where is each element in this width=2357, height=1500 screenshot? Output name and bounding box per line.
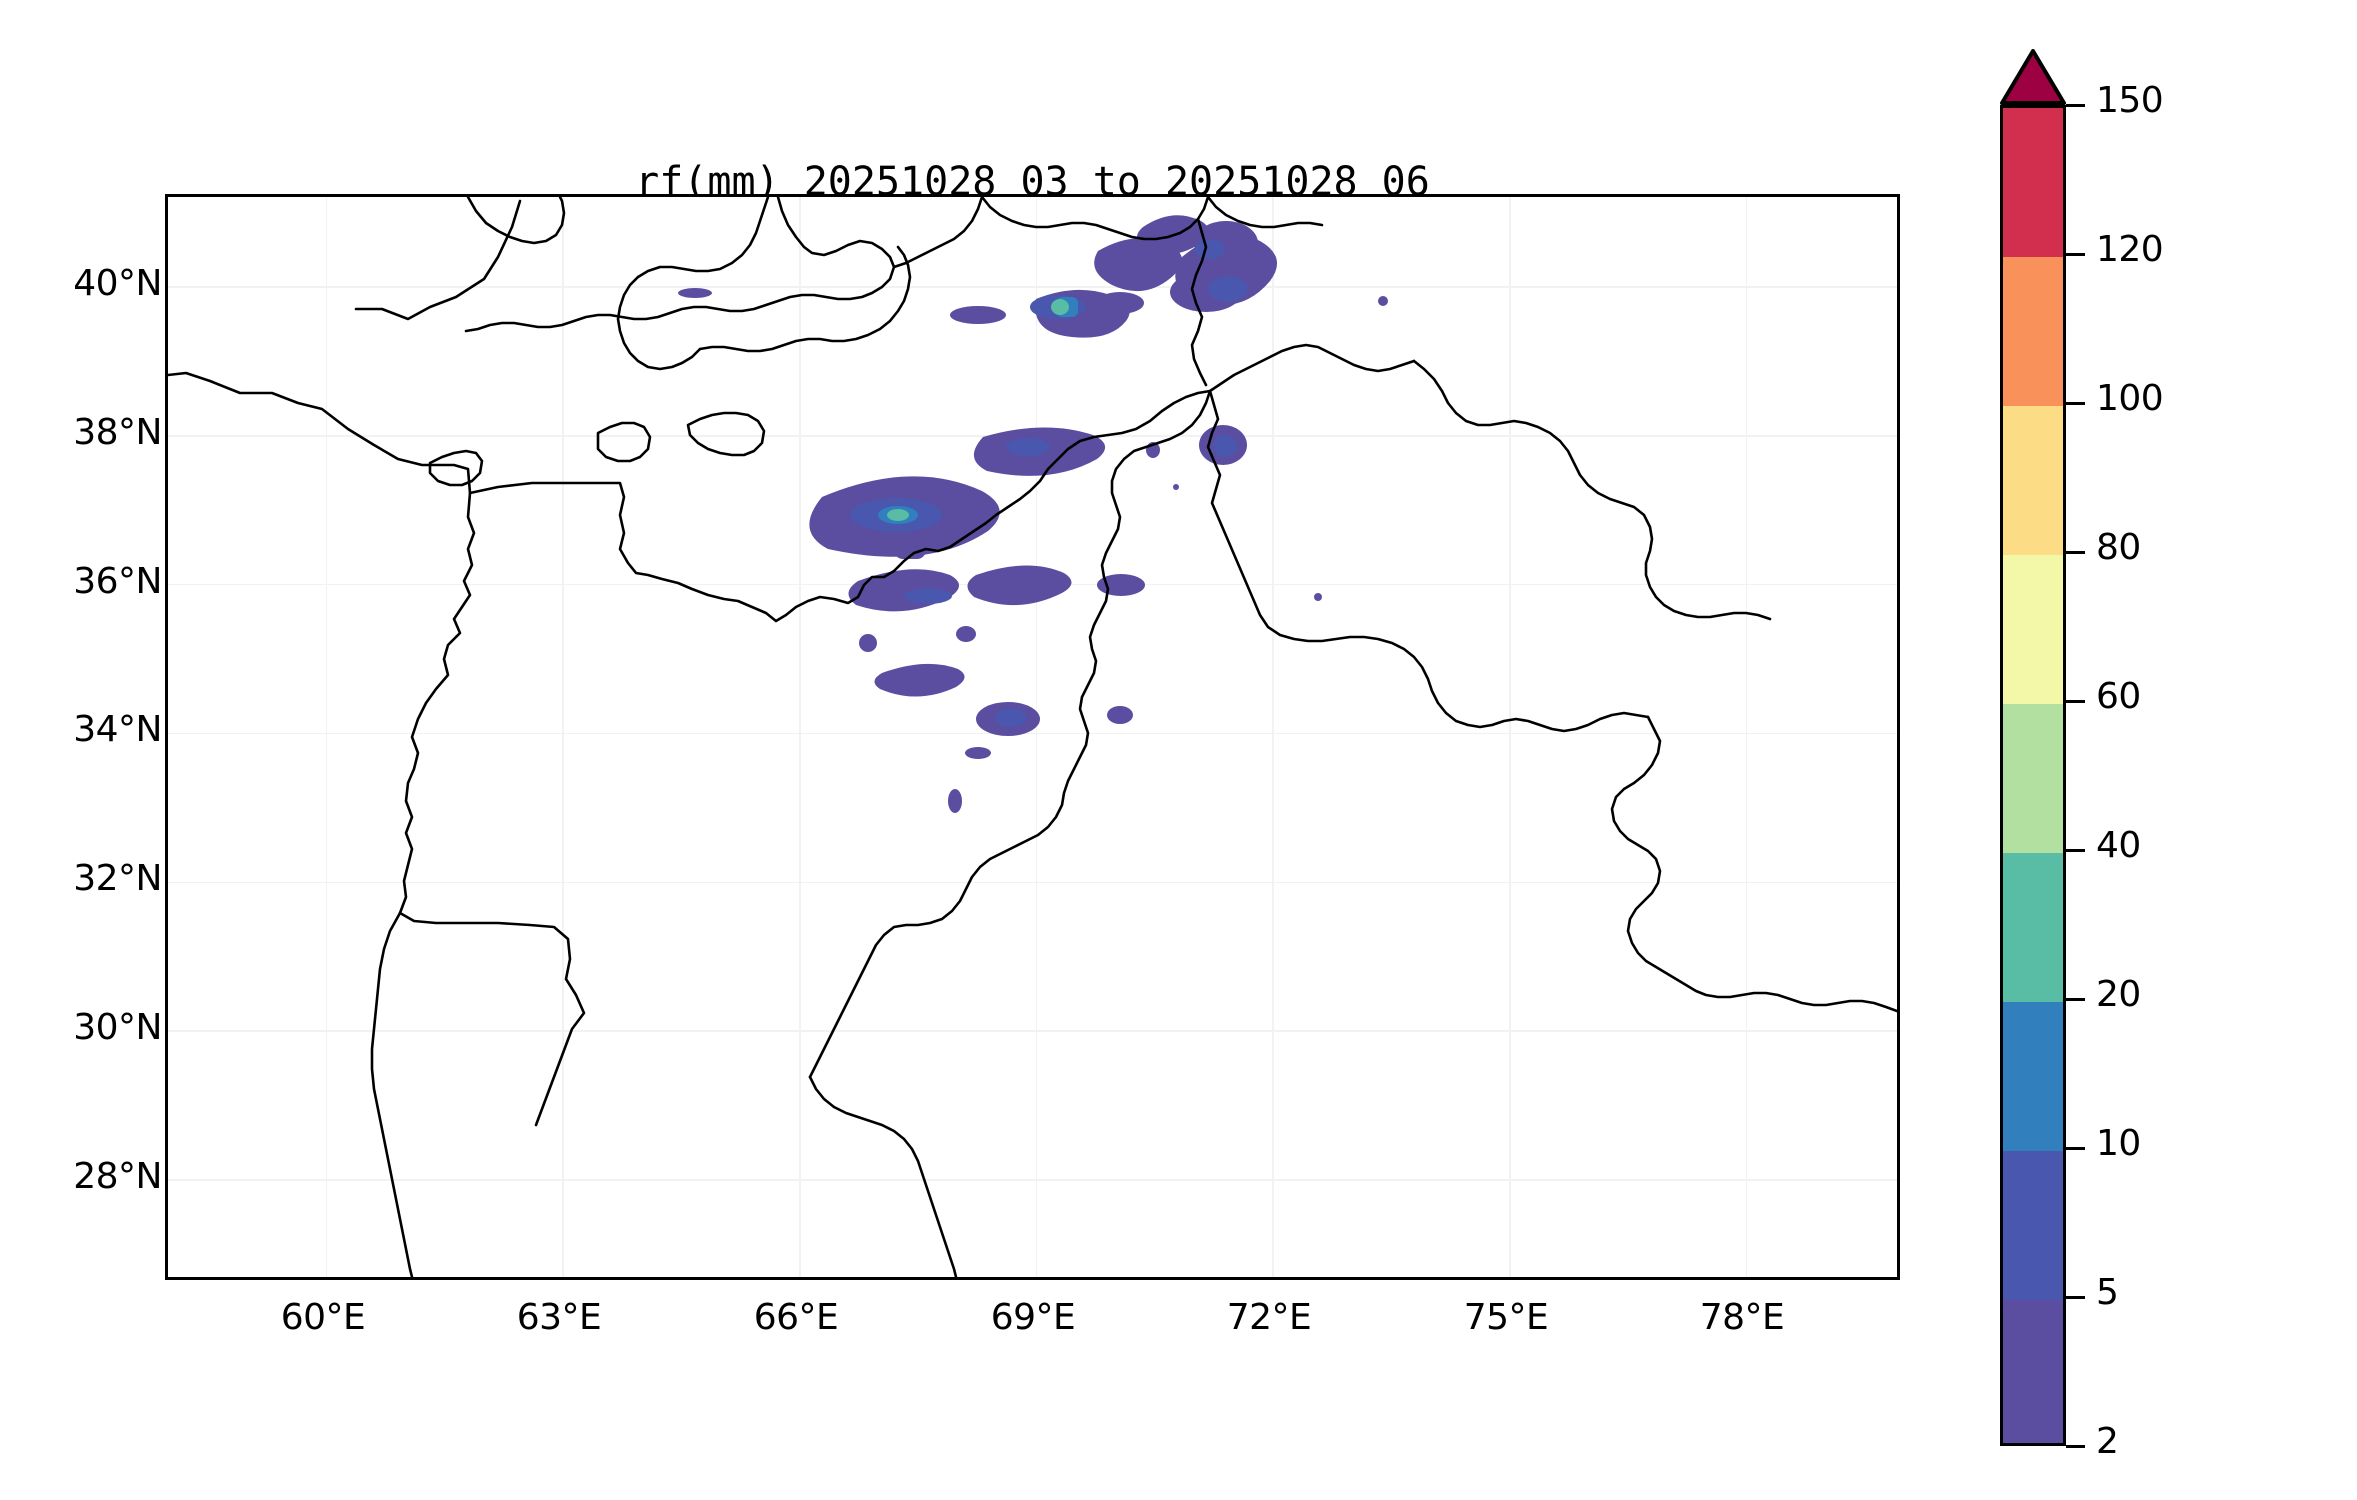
colorbar-tick-150 <box>2066 104 2085 107</box>
xtick-label-60e: 60°E <box>280 1297 366 1338</box>
xtick-label-69e: 69°E <box>990 1297 1076 1338</box>
colorbar-tick-100 <box>2066 402 2085 405</box>
colorbar-label-2: 2 <box>2096 1421 2119 1462</box>
xtick-label-78e: 78°E <box>1699 1297 1785 1338</box>
colorbar-band-2-5 <box>2003 1300 2063 1443</box>
colorbar-band-40-60 <box>2003 704 2063 853</box>
gridline-vertical <box>1272 197 1274 1277</box>
ytick-label-40n: 40°N <box>73 263 162 304</box>
gridline-vertical <box>1745 197 1748 1277</box>
ytick-label-30n: 30°N <box>73 1007 162 1048</box>
colorbar-label-5: 5 <box>2096 1272 2119 1313</box>
colorbar-tick-20 <box>2066 998 2085 1001</box>
colorbar-tick-120 <box>2066 253 2085 256</box>
gridline-horizontal <box>168 286 1897 288</box>
gridline-vertical <box>562 197 564 1277</box>
ytick-label-28n: 28°N <box>73 1156 162 1197</box>
ytick-label-38n: 38°N <box>73 412 162 453</box>
gridline-horizontal <box>168 1030 1897 1032</box>
colorbar-gradient <box>2000 105 2066 1446</box>
colorbar-tick-10 <box>2066 1147 2085 1150</box>
colorbar-band-5-10 <box>2003 1151 2063 1300</box>
xtick-label-66e: 66°E <box>753 1297 839 1338</box>
colorbar-label-80: 80 <box>2096 527 2141 568</box>
colorbar-label-60: 60 <box>2096 676 2141 717</box>
gridline-horizontal <box>168 732 1897 735</box>
colorbar-tick-80 <box>2066 551 2085 554</box>
colorbar-label-20: 20 <box>2096 974 2141 1015</box>
xtick-label-72e: 72°E <box>1226 1297 1312 1338</box>
gridline-horizontal <box>168 881 1897 884</box>
colorbar-label-120: 120 <box>2096 229 2164 270</box>
gridline-vertical <box>325 197 328 1277</box>
colorbar-extend-arrow-icon <box>2000 49 2066 105</box>
colorbar-band-80-100 <box>2003 406 2063 555</box>
ytick-label-32n: 32°N <box>73 858 162 899</box>
xtick-label-63e: 63°E <box>516 1297 602 1338</box>
country-borders <box>168 197 1897 1277</box>
colorbar-tick-2 <box>2066 1445 2085 1448</box>
gridline-horizontal <box>168 1179 1897 1181</box>
colorbar-label-100: 100 <box>2096 378 2164 419</box>
map-plot-area <box>168 197 1897 1277</box>
xtick-label-75e: 75°E <box>1463 1297 1549 1338</box>
colorbar-band-20-40 <box>2003 853 2063 1002</box>
colorbar-band-10-20 <box>2003 1002 2063 1151</box>
colorbar-band-120-150 <box>2003 108 2063 257</box>
colorbar-label-10: 10 <box>2096 1123 2141 1164</box>
map-axes[interactable] <box>165 194 1900 1280</box>
colorbar-tick-60 <box>2066 700 2085 703</box>
ytick-label-36n: 36°N <box>73 561 162 602</box>
colorbar-tick-40 <box>2066 849 2085 852</box>
gridline-vertical <box>799 197 801 1277</box>
gridline-vertical <box>1509 197 1511 1277</box>
precipitation-contours <box>678 215 1388 813</box>
map-geometry-layer <box>168 197 1897 1277</box>
colorbar-label-40: 40 <box>2096 825 2141 866</box>
colorbar-label-150: 150 <box>2096 80 2164 121</box>
colorbar-band-60-80 <box>2003 555 2063 704</box>
gridline-vertical <box>1035 197 1038 1277</box>
precip-band-20-40 <box>887 299 1069 521</box>
colorbar-tick-5 <box>2066 1296 2085 1299</box>
colorbar-band-100-120 <box>2003 257 2063 406</box>
colorbar[interactable]: 150 120 100 80 60 40 20 10 5 2 <box>2000 49 2164 1462</box>
ytick-label-34n: 34°N <box>73 709 162 750</box>
